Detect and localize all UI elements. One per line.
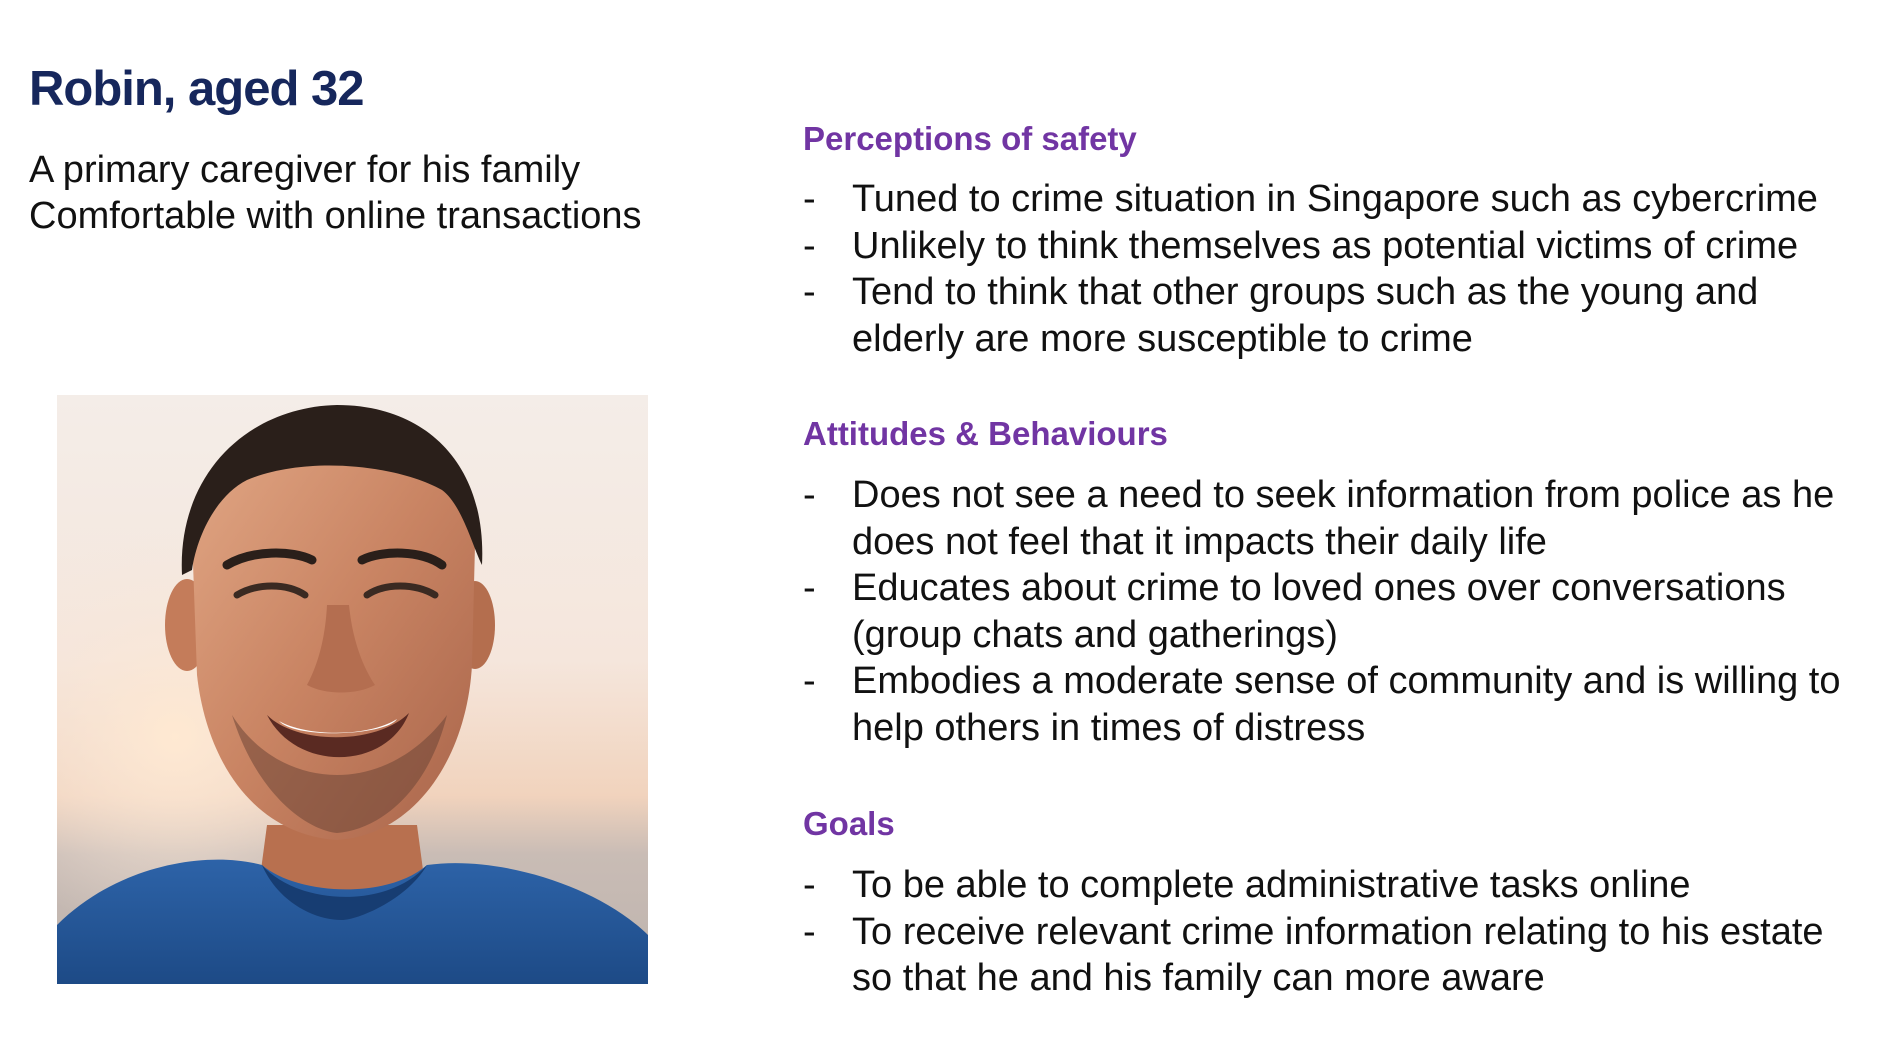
list-item-text: Unlikely to think themselves as potentia… — [852, 224, 1799, 267]
list-item-text: Tend to think that other groups such as … — [852, 271, 1759, 360]
bullet-dash: - — [803, 271, 816, 313]
attitudes-list: - Does not see a need to seek information… — [803, 472, 1873, 751]
list-item: - To be able to complete administrative t… — [803, 862, 1873, 909]
list-item: - To receive relevant crime information r… — [803, 909, 1873, 1002]
bullet-dash: - — [803, 910, 816, 953]
list-item: - Tend to think that other groups such as… — [803, 269, 1873, 362]
list-item: - Embodies a moderate sense of community … — [803, 658, 1873, 751]
list-item: - Educates about crime to loved ones over… — [803, 565, 1873, 658]
perceptions-list: - Tuned to crime situation in Singapore s… — [803, 176, 1873, 362]
bullet-dash: - — [803, 224, 816, 267]
list-item: - Does not see a need to seek information… — [803, 472, 1873, 565]
persona-description: A primary caregiver for his family Comfo… — [29, 147, 642, 239]
list-item-text: To receive relevant crime information re… — [852, 910, 1824, 1000]
list-item-text: Embodies a moderate sense of community a… — [852, 660, 1841, 749]
section-heading-goals: Goals — [803, 805, 895, 842]
goals-list: - To be able to complete administrative t… — [803, 862, 1873, 1002]
persona-description-line: A primary caregiver for his family — [29, 149, 581, 191]
bullet-dash: - — [803, 660, 816, 702]
list-item: - Unlikely to think themselves as potenti… — [803, 223, 1873, 270]
list-item-text: Does not see a need to seek information … — [852, 474, 1835, 563]
list-item-text: Educates about crime to loved ones over … — [852, 567, 1786, 656]
bullet-dash: - — [803, 864, 816, 906]
section-heading-perceptions: Perceptions of safety — [803, 120, 1137, 157]
bullet-dash: - — [803, 178, 816, 220]
list-item: - Tuned to crime situation in Singapore s… — [803, 176, 1873, 223]
list-item-text: To be able to complete administrative ta… — [852, 864, 1691, 906]
section-heading-attitudes: Attitudes & Behaviours — [803, 415, 1168, 452]
list-item-text: Tuned to crime situation in Singapore su… — [852, 178, 1818, 220]
persona-description-line: Comfortable with online transactions — [29, 195, 642, 237]
bullet-dash: - — [803, 567, 816, 609]
persona-name: Robin, aged 32 — [29, 62, 365, 116]
bullet-dash: - — [803, 474, 816, 516]
persona-photo — [57, 395, 648, 984]
